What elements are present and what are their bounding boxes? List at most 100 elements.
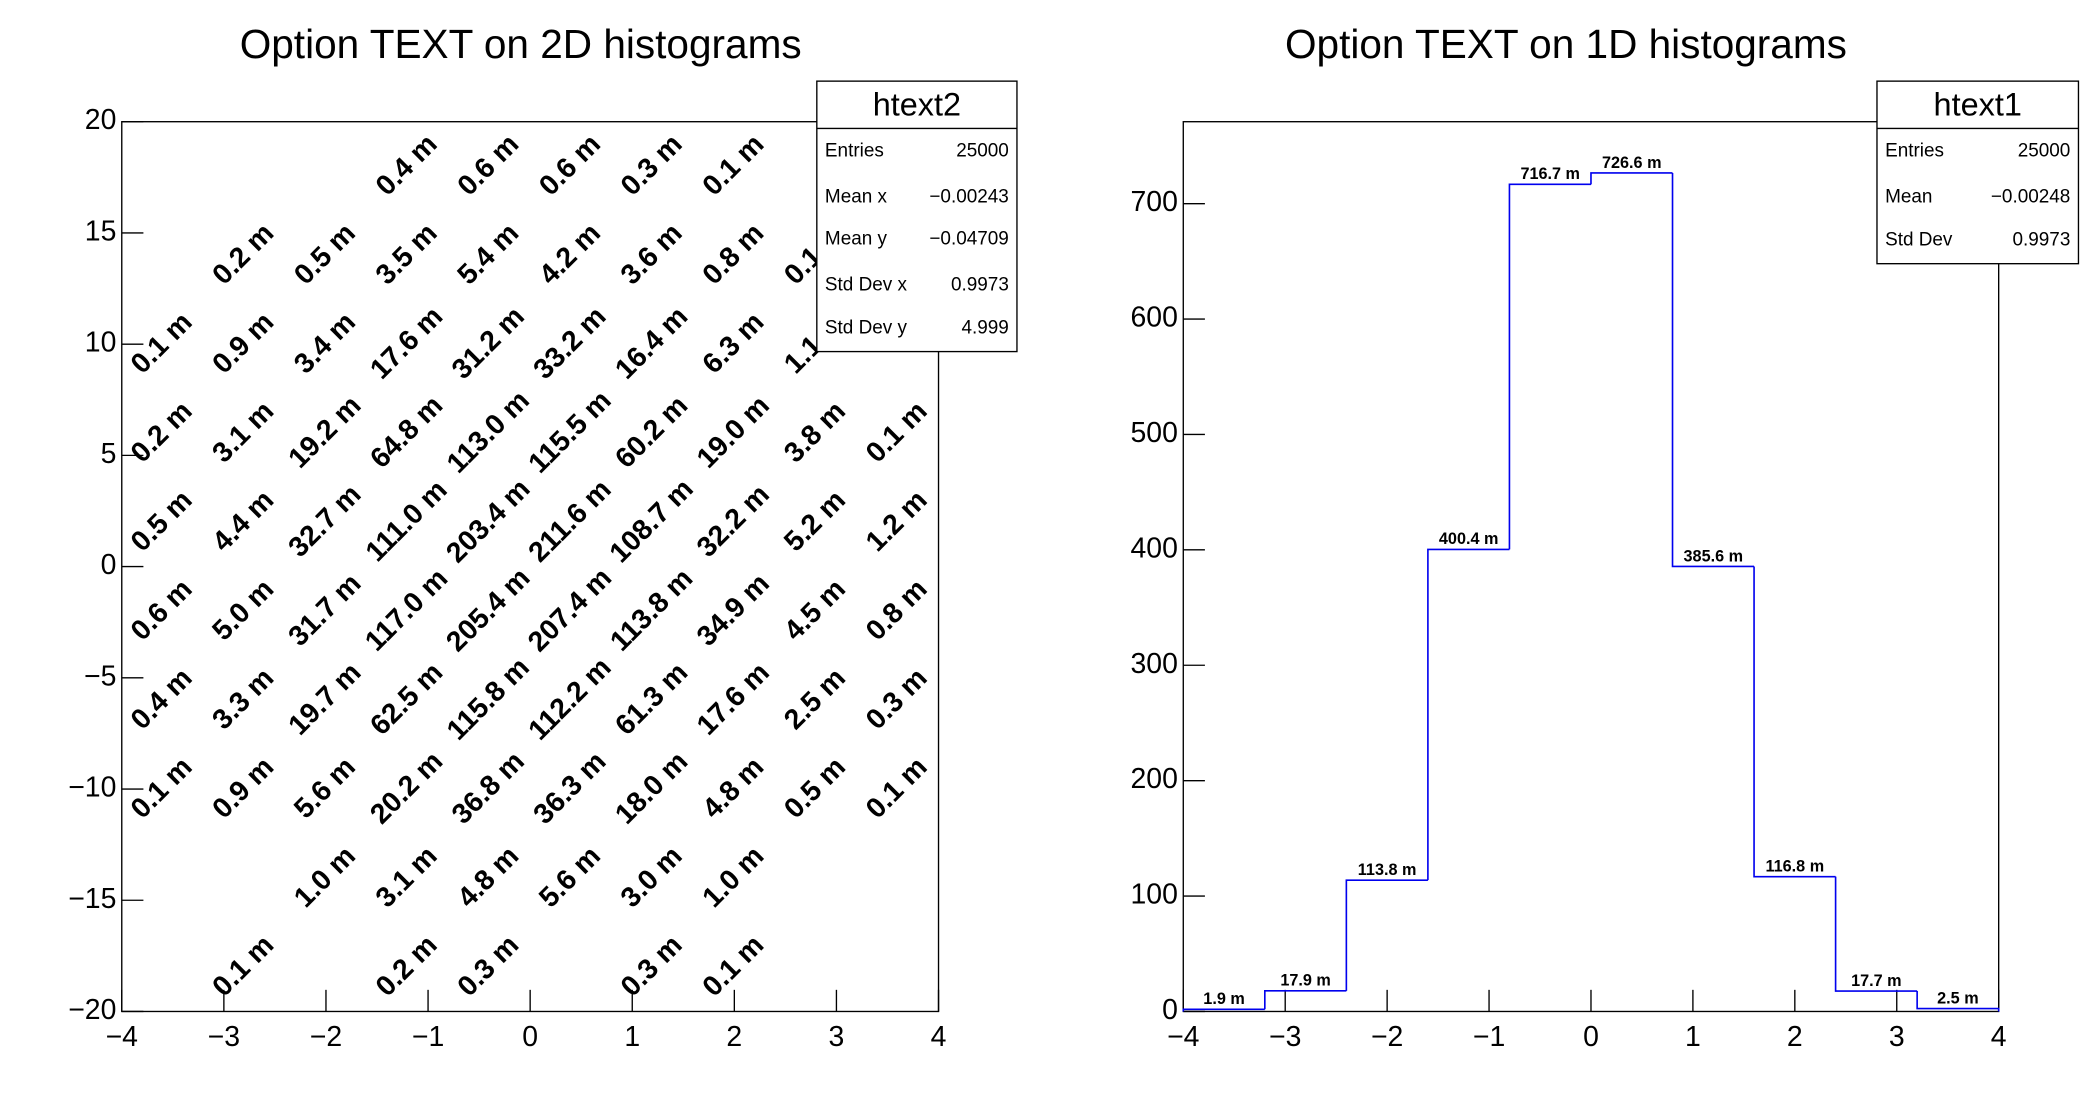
stats-value: 25000: [956, 140, 1009, 161]
bin-text: 0.1 m: [206, 929, 280, 1003]
stats-box: [816, 80, 1018, 353]
bin-text: 1.0 m: [288, 840, 362, 914]
y-tick-label: −15: [68, 883, 116, 915]
bin-text: 31.2 m: [446, 301, 531, 386]
bin-text: 0.4 m: [125, 662, 199, 736]
bin-text: 0.1 m: [860, 395, 934, 469]
bin-text: 34.9 m: [691, 567, 776, 652]
histogram-step: [1590, 172, 1673, 185]
bin-text: 18.0 m: [609, 745, 694, 830]
x-tick-label: 1: [1685, 1021, 1701, 1053]
stats-value: −0.04709: [929, 228, 1008, 249]
histogram-step: [1834, 876, 1918, 992]
bin-text: 17.6 m: [364, 301, 449, 386]
stats-value: 4.999: [961, 318, 1008, 339]
bin-label: 726.6 m: [1602, 154, 1662, 172]
bin-text: 0.1 m: [125, 751, 199, 825]
y-tick-label: 0: [1162, 994, 1178, 1026]
stats-key: Std Dev y: [825, 318, 908, 339]
bin-label: 17.7 m: [1851, 972, 1902, 990]
bin-text: 19.2 m: [282, 390, 367, 475]
bin-label: 716.7 m: [1520, 165, 1580, 183]
bin-text: 0.5 m: [778, 751, 852, 825]
bin-text: 4.4 m: [206, 484, 280, 558]
bin-text: 0.5 m: [125, 484, 199, 558]
bin-text: 16.4 m: [609, 301, 694, 386]
bin-label: 113.8 m: [1358, 861, 1417, 879]
stats-key: Mean y: [825, 228, 888, 249]
bin-text: 5.4 m: [451, 217, 525, 291]
bin-text: 207.4 m: [522, 562, 618, 658]
y-tick-label: 300: [1131, 648, 1178, 680]
bin-text: 19.0 m: [691, 390, 776, 475]
y-tick-label: −5: [84, 660, 116, 692]
bin-label: 17.9 m: [1280, 972, 1331, 990]
x-tick-label: −3: [208, 1021, 240, 1053]
stats-key: Std Dev: [1885, 230, 1953, 251]
y-tick-label: 200: [1131, 763, 1178, 795]
bin-text: 0.2 m: [206, 217, 280, 291]
x-tick-label: 4: [1991, 1021, 2007, 1053]
histogram-step: [1182, 1008, 1265, 1012]
bin-text: 0.3 m: [860, 662, 934, 736]
bin-text: 0.2 m: [370, 929, 444, 1003]
bin-label: 385.6 m: [1684, 547, 1744, 565]
x-tick-label: −2: [1371, 1021, 1403, 1053]
bin-text: 3.5 m: [370, 217, 444, 291]
stats-value: −0.00248: [1991, 186, 2070, 207]
bin-text: 211.6 m: [522, 473, 617, 568]
x-tick-label: −3: [1269, 1021, 1301, 1053]
bin-text: 4.8 m: [696, 751, 770, 825]
histogram-step: [1264, 990, 1347, 1010]
stats-value: −0.00243: [929, 186, 1008, 207]
bin-text: 0.6 m: [125, 573, 199, 647]
bin-text: 3.4 m: [288, 306, 362, 380]
x-tick-label: −4: [106, 1021, 138, 1053]
bin-text: 5.0 m: [206, 573, 280, 647]
bin-text: 0.5 m: [288, 217, 362, 291]
histogram-step: [1671, 172, 1755, 568]
histogram-step: [1345, 879, 1428, 991]
bin-text: 32.2 m: [691, 478, 776, 563]
x-tick-label: −4: [1167, 1021, 1199, 1053]
bin-text: 19.7 m: [282, 656, 367, 741]
bin-text: 0.9 m: [206, 751, 280, 825]
bin-text: 61.3 m: [609, 656, 694, 741]
bin-text: 0.3 m: [615, 128, 689, 202]
y-tick-label: 15: [85, 215, 117, 247]
bin-text: 4.2 m: [533, 217, 607, 291]
bin-text: 0.4 m: [370, 128, 444, 202]
bin-text: 108.7 m: [603, 473, 699, 569]
bin-text: 203.4 m: [440, 473, 536, 569]
x-tick-label: 4: [931, 1021, 947, 1053]
bin-text: 115.8 m: [441, 651, 536, 746]
y-tick-label: 100: [1131, 879, 1178, 911]
stats-value: 0.9973: [2012, 230, 2070, 251]
y-tick-label: −20: [68, 994, 116, 1026]
y-tick-label: 600: [1131, 302, 1178, 334]
bin-label: 2.5 m: [1937, 989, 1978, 1007]
histogram-step: [1427, 548, 1510, 881]
bin-text: 113.0 m: [441, 384, 536, 479]
bin-text: 36.8 m: [446, 745, 531, 830]
bin-text: 3.8 m: [778, 395, 852, 469]
x-tick-label: −2: [310, 1021, 342, 1053]
bin-text: 0.6 m: [533, 128, 607, 202]
bin-text: 60.2 m: [609, 390, 694, 475]
bin-text: 5.2 m: [778, 484, 852, 558]
x-tick-label: 0: [1583, 1021, 1599, 1053]
bin-text: 0.6 m: [451, 128, 525, 202]
bin-text: 62.5 m: [364, 656, 449, 741]
bin-text: 36.3 m: [527, 745, 612, 830]
bin-text: 0.8 m: [696, 217, 770, 291]
bin-text: 111.0 m: [360, 474, 454, 568]
stats-title: htext2: [873, 86, 961, 122]
y-tick-label: 400: [1131, 532, 1178, 564]
stats-value: 25000: [2018, 140, 2071, 161]
y-tick-label: 10: [85, 327, 117, 359]
bin-text: 3.1 m: [370, 840, 444, 914]
bin-text: 2.5 m: [778, 662, 852, 736]
bin-label: 400.4 m: [1439, 530, 1499, 548]
y-tick-label: 500: [1131, 417, 1178, 449]
